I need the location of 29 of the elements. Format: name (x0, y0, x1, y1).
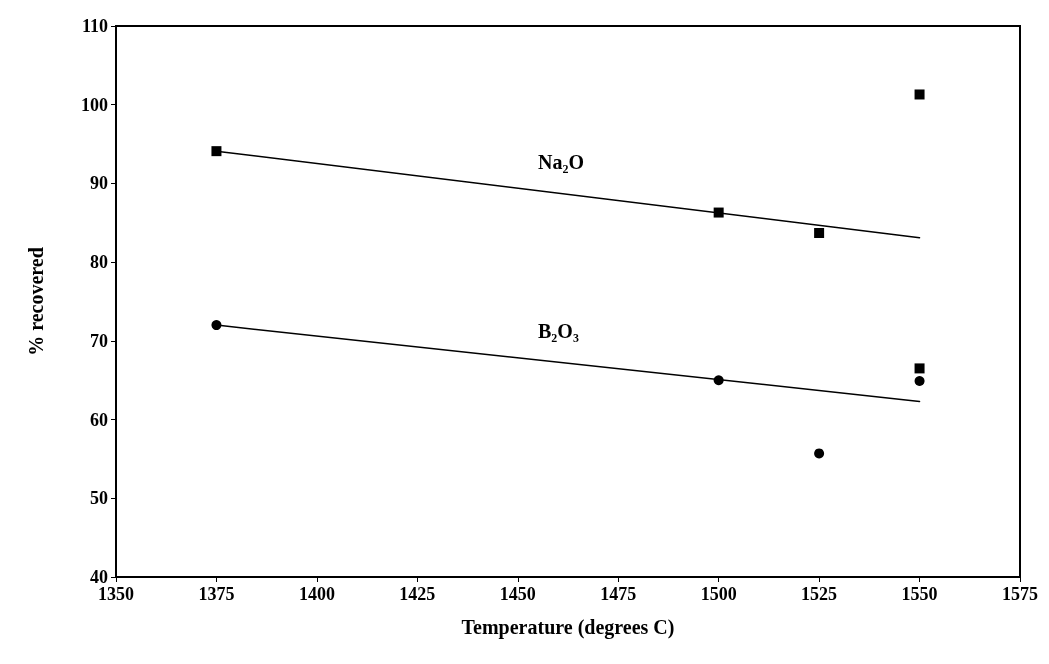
point (211, 146, 222, 157)
x-axis-title: Temperature (degrees C) (461, 616, 675, 639)
series-label: Na₂O (538, 151, 584, 174)
x-tick-label: 1525 (801, 584, 838, 604)
point (914, 89, 925, 100)
point (914, 376, 925, 386)
point (814, 228, 825, 239)
x-tick-label: 1475 (600, 584, 637, 604)
x-tick-label: 1375 (198, 584, 235, 604)
y-axis-title: % recovered (25, 247, 47, 356)
x-tick-label: 1500 (700, 584, 737, 604)
y-tick-label: 50 (90, 488, 108, 509)
y-tick-label: 40 (90, 567, 108, 587)
y-tick-label: 90 (90, 173, 108, 194)
point (914, 363, 925, 374)
point (211, 320, 222, 331)
x-tick-label: 1400 (298, 584, 335, 604)
x-tick-label: 1550 (901, 584, 938, 604)
y-tick-label: 70 (90, 330, 108, 351)
y-tick-label: 80 (90, 252, 108, 273)
x-tick-label: 1450 (499, 584, 536, 604)
x-tick-label: 1425 (399, 584, 436, 604)
y-tick-label: 110 (81, 16, 108, 36)
series-label: B₂O₃ (538, 320, 579, 343)
point (814, 448, 825, 459)
y-tick-label: 100 (81, 94, 108, 115)
x-tick-label: 1575 (1002, 584, 1038, 604)
y-tick-label: 60 (90, 409, 108, 430)
x-tick-label: 1350 (98, 584, 134, 604)
